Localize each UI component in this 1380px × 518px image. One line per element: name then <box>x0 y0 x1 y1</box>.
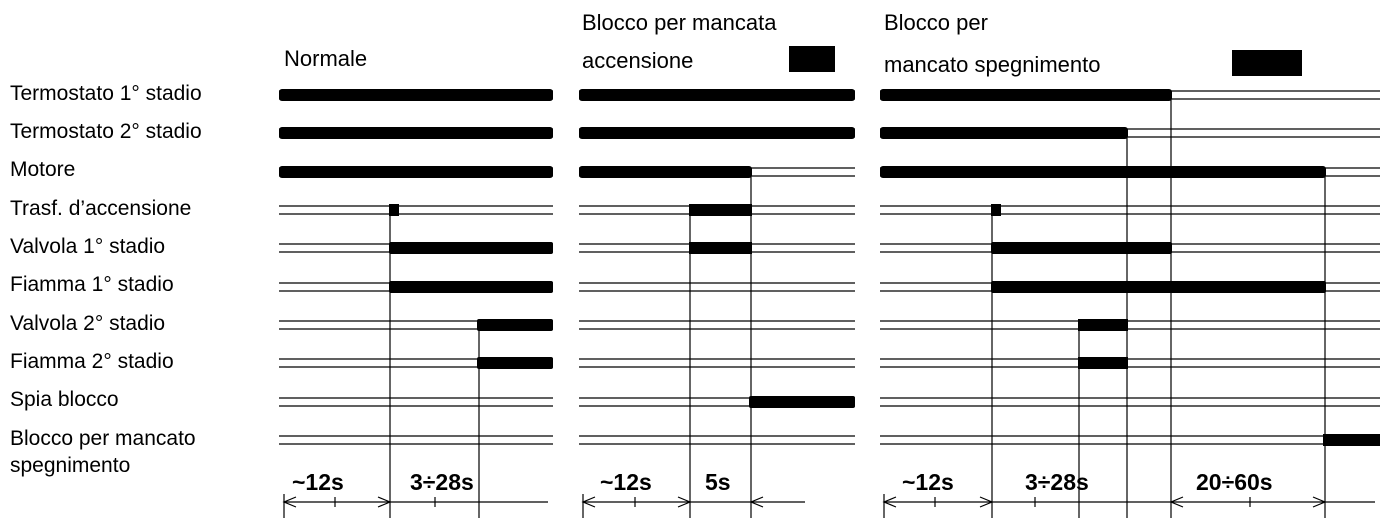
bar-a-spia-blocco <box>749 396 855 408</box>
title-normale: Normale <box>284 46 367 71</box>
label-valvola-2: Valvola 2° stadio <box>10 312 165 335</box>
bar-b-motore <box>880 166 1326 178</box>
bar-a-valvola-1 <box>689 242 752 254</box>
arrowhead <box>677 496 692 508</box>
panel-titles: Normale Blocco per mancata accensione A … <box>284 10 1302 77</box>
arrowhead <box>1312 496 1327 508</box>
badge-a-bg <box>789 46 835 72</box>
bar-b-fiamma-2 <box>1078 357 1128 369</box>
label-trasformatore: Trasf. d’accensione <box>10 197 191 220</box>
bar-a-motore <box>579 166 752 178</box>
bar-b-blocco-mancato <box>1323 434 1380 446</box>
arrowhead <box>282 496 297 508</box>
bar-b-fiamma-1 <box>991 281 1326 293</box>
badge-b: B <box>1260 54 1274 75</box>
arrowhead <box>581 496 596 508</box>
duration-normal-1: ~12s <box>292 469 344 495</box>
duration-arrows <box>282 494 1375 518</box>
bar-normal-trasformatore <box>389 204 399 216</box>
title-b-line1: Blocco per <box>884 10 988 35</box>
duration-b-3: 20÷60s <box>1196 469 1273 495</box>
duration-a-1: ~12s <box>600 469 652 495</box>
label-spia-blocco: Spia blocco <box>10 388 119 411</box>
bar-b-valvola-2 <box>1078 319 1128 331</box>
bar-normal-motore <box>279 166 553 178</box>
bar-normal-fiamma-2 <box>477 357 553 369</box>
bar-a-trasformatore <box>689 204 752 216</box>
signal-bars <box>279 89 1380 446</box>
arrowhead <box>882 496 897 508</box>
label-termostato-2: Termostato 2° stadio <box>10 120 202 143</box>
duration-labels: ~12s 3÷28s ~12s 5s ~12s 3÷28s 20÷60s <box>292 469 1273 495</box>
bar-normal-termostato-2 <box>279 127 553 139</box>
label-fiamma-2: Fiamma 2° stadio <box>10 350 174 373</box>
label-blocco-mancato-line1: Blocco per mancato <box>10 427 196 450</box>
bar-b-termostato-2 <box>880 127 1128 139</box>
arrowhead <box>1169 496 1184 508</box>
signal-baselines <box>279 90 1380 445</box>
signal-labels: Termostato 1° stadio Termostato 2° stadi… <box>10 82 202 477</box>
bar-b-trasformatore <box>991 204 1001 216</box>
duration-b-2: 3÷28s <box>1025 469 1089 495</box>
bar-normal-termostato-1 <box>279 89 553 101</box>
bar-normal-valvola-2 <box>477 319 553 331</box>
title-b-line2: mancato spegnimento <box>884 52 1100 77</box>
bar-a-termostato-2 <box>579 127 855 139</box>
arrowhead <box>377 496 392 508</box>
bar-normal-valvola-1 <box>389 242 553 254</box>
label-motore: Motore <box>10 158 75 181</box>
label-fiamma-1: Fiamma 1° stadio <box>10 273 174 296</box>
label-termostato-1: Termostato 1° stadio <box>10 82 202 105</box>
bar-b-valvola-1 <box>991 242 1172 254</box>
duration-b-1: ~12s <box>902 469 954 495</box>
duration-a-2: 5s <box>705 469 731 495</box>
badge-a: A <box>805 50 819 71</box>
title-a-line2: accensione <box>582 48 693 73</box>
arrowhead <box>749 496 764 508</box>
bar-b-termostato-1 <box>880 89 1172 101</box>
event-markers <box>389 94 1326 518</box>
duration-normal-2: 3÷28s <box>410 469 474 495</box>
bar-a-termostato-1 <box>579 89 855 101</box>
label-blocco-mancato-line2: spegnimento <box>10 454 130 477</box>
title-a-line1: Blocco per mancata <box>582 10 777 35</box>
bar-normal-fiamma-1 <box>389 281 553 293</box>
arrowhead <box>979 496 994 508</box>
label-valvola-1: Valvola 1° stadio <box>10 235 165 258</box>
badge-b-bg <box>1232 50 1302 76</box>
